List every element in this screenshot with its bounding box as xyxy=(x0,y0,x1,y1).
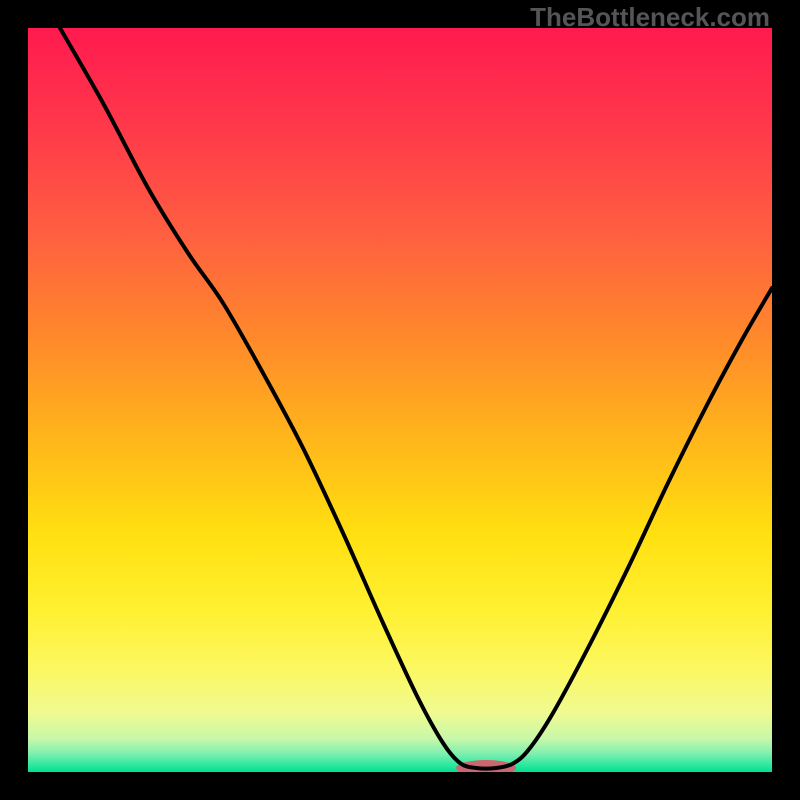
bottleneck-chart xyxy=(28,28,772,772)
watermark-text: TheBottleneck.com xyxy=(530,2,770,33)
chart-frame xyxy=(28,28,772,772)
